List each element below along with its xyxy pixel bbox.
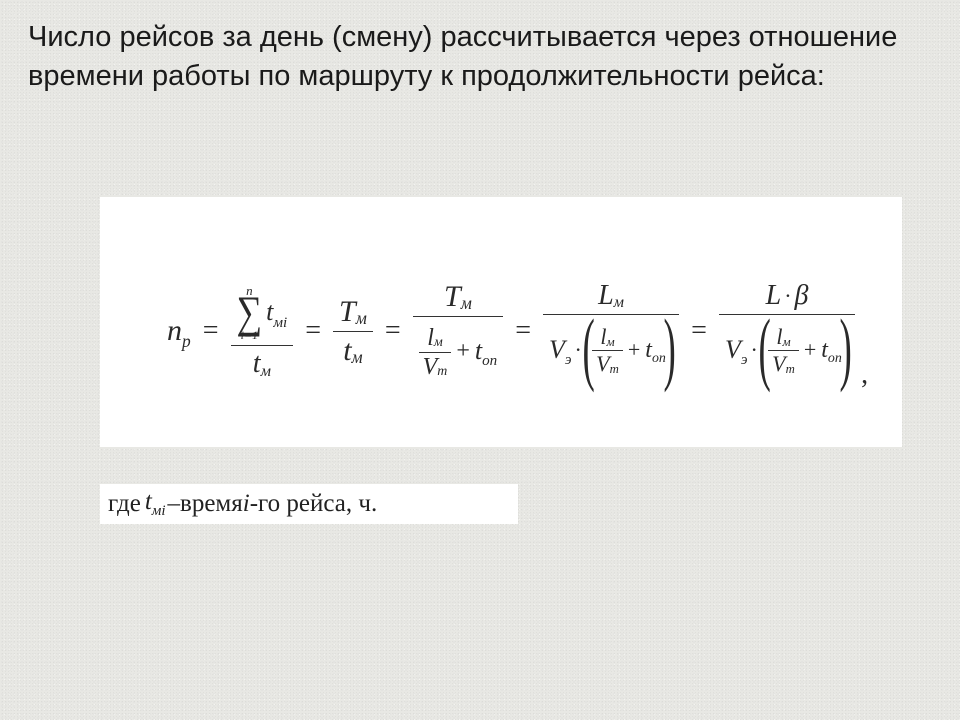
t4-if-den-s: т (610, 363, 619, 376)
legend-i: i (243, 490, 250, 518)
t4-if-num-s: м (607, 336, 615, 349)
eq-4: = (511, 315, 535, 347)
term3-num-sub: м (461, 295, 472, 312)
t4-Ve-s: э (565, 352, 572, 368)
legend-desc2: -го рейса, ч. (250, 490, 378, 518)
term2: Tм tм (333, 293, 373, 370)
term2-num-var: T (339, 297, 356, 327)
t3-top-s: оп (482, 353, 497, 369)
t5-plus: + (799, 339, 821, 361)
trailing-comma: , (861, 359, 868, 447)
legend-desc1: время (180, 490, 243, 518)
t5-Ve-s: э (741, 352, 748, 368)
legend-dash: – (168, 490, 181, 518)
term1-den-sub: м (261, 363, 271, 379)
term3-num-var: T (444, 282, 461, 312)
sigma-symbol: ∑ (237, 294, 263, 330)
term1-den-var: t (253, 350, 261, 378)
term2-den-sub: м (352, 349, 363, 366)
t4-num-s: м (614, 294, 624, 310)
t5-num-dot: · (781, 285, 794, 307)
equation-row: nр = n ∑ i=1 tмi tм = Tм (112, 215, 890, 447)
t4-plus: + (623, 339, 645, 361)
t4-if-den-v: V (596, 353, 609, 375)
equation-block: nр = n ∑ i=1 tмi tм = Tм (100, 197, 902, 447)
t4-top-v: t (645, 337, 652, 363)
t4-num-v: L (598, 282, 614, 310)
lhs: nр (167, 314, 191, 348)
t4-paren: ( lм Vт + tоп ) (585, 319, 673, 381)
t4-inner-frac: lм Vт (592, 324, 623, 377)
sigma-term-sub: мi (273, 315, 287, 331)
term2-num-sub: м (356, 310, 367, 327)
term3-inner-frac: lм Vт (419, 324, 452, 381)
term3: Tм lм Vт + tоп (413, 278, 504, 385)
legend-sub: мi (152, 503, 166, 519)
sigma: n ∑ i=1 (237, 284, 263, 342)
t5-if-num-s: м (782, 336, 790, 349)
t3-if-num-v: l (427, 326, 434, 350)
term1: n ∑ i=1 tмi tм (231, 280, 294, 383)
lhs-sub: р (182, 331, 191, 351)
t5-inner-frac: lм Vт (768, 324, 799, 377)
legend-var: t (145, 488, 152, 515)
t3-if-num-s: м (434, 336, 443, 350)
t5-top-v: t (821, 337, 828, 363)
t3-plus: + (451, 339, 475, 363)
eq-2: = (301, 315, 325, 347)
eq-1: = (199, 315, 223, 347)
t3-if-den-s: т (437, 365, 447, 379)
legend-block: где tмi – время i -го рейса, ч. (100, 484, 518, 524)
lhs-var: n (167, 314, 182, 347)
eq-5: = (687, 315, 711, 347)
t5-if-den-v: V (772, 353, 785, 375)
t3-if-den-v: V (423, 355, 438, 379)
t4-Ve-v: V (549, 335, 565, 364)
t5-if-den-s: т (786, 363, 795, 376)
eq-3: = (381, 315, 405, 347)
term2-den-var: t (343, 336, 351, 366)
t5-Ve-v: V (725, 335, 741, 364)
t5-beta: β (795, 282, 809, 310)
term5: L · β Vэ · ( lм Vт + (719, 278, 855, 385)
heading-text: Число рейсов за день (смену) рассчитывае… (0, 0, 960, 96)
t5-paren: ( lм Vт + tоп ) (761, 319, 849, 381)
legend-prefix: где (108, 490, 141, 518)
term4: Lм Vэ · ( lм Vт + tоп ) (543, 278, 679, 385)
